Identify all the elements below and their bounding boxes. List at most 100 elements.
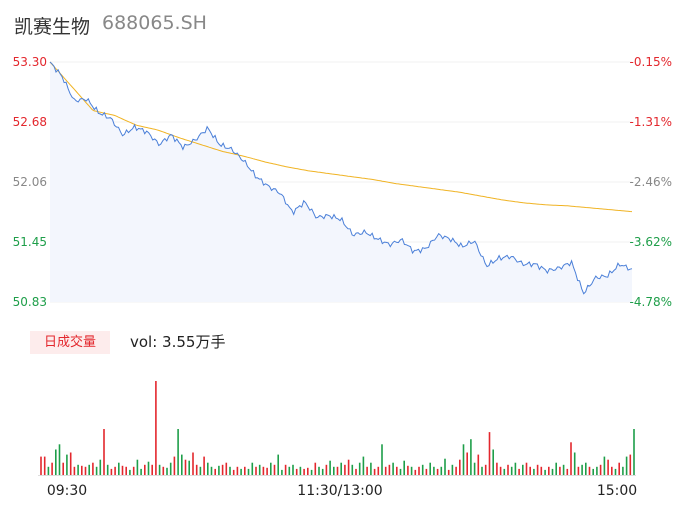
volume-bar	[603, 456, 606, 475]
volume-total: vol: 3.55万手	[130, 333, 226, 351]
volume-bar	[329, 460, 331, 475]
volume-bar	[81, 465, 83, 475]
volume-bar	[244, 466, 246, 475]
volume-bar	[370, 462, 372, 475]
percent-tick-label: -3.62%	[630, 235, 672, 249]
volume-bar	[407, 465, 409, 475]
volume-bar	[362, 456, 365, 475]
volume-bar	[58, 444, 61, 475]
volume-bar	[314, 462, 317, 475]
volume-bar	[536, 464, 539, 475]
volume-bar	[388, 464, 391, 475]
volume-bar	[507, 464, 509, 475]
volume-bar	[481, 466, 483, 475]
percent-axis-ticks: -0.15% -1.31% -2.46% -3.62% -4.78%	[630, 55, 672, 309]
volume-bar	[570, 442, 572, 475]
volume-bar	[599, 464, 602, 475]
volume-bar	[147, 461, 150, 475]
stock-code: 688065.SH	[102, 12, 207, 34]
volume-bar	[421, 464, 424, 475]
volume-bar	[210, 466, 213, 475]
volume-bar	[225, 462, 228, 475]
volume-bar	[47, 466, 50, 475]
volume-bar	[207, 462, 209, 475]
volume-bar	[277, 454, 279, 475]
volume-bar	[266, 467, 268, 475]
volume-bar	[99, 459, 102, 475]
volume-bar	[414, 469, 417, 475]
volume-bar	[66, 454, 68, 475]
volume-bar	[166, 467, 168, 475]
volume-bar	[292, 464, 294, 475]
volume-bar	[522, 464, 524, 475]
volume-bar	[396, 466, 398, 475]
volume-bar	[373, 468, 376, 475]
volume-bar	[451, 464, 454, 475]
volume-bar	[144, 464, 146, 475]
volume-bar	[106, 464, 109, 475]
volume-bar	[592, 468, 594, 475]
volume-bar	[155, 381, 157, 475]
volume-bar	[136, 459, 139, 475]
volume-bar	[510, 466, 513, 475]
volume-bar	[418, 466, 420, 475]
volume-bar	[169, 462, 172, 475]
price-tick-label: 51.45	[13, 235, 47, 249]
volume-bar	[366, 466, 368, 475]
volume-bar	[203, 456, 205, 475]
volume-bar	[214, 468, 216, 475]
volume-bar	[466, 452, 468, 475]
volume-bar	[321, 468, 324, 475]
average-price-line	[49, 61, 633, 213]
volume-bar	[577, 466, 580, 475]
volume-bar	[121, 465, 124, 475]
volume-bar	[162, 466, 165, 475]
volume-bar	[447, 469, 450, 475]
volume-bar	[84, 466, 87, 475]
volume-bar	[251, 462, 254, 475]
price-area-fill	[50, 62, 632, 302]
volume-bar	[307, 467, 309, 475]
volume-bar	[473, 462, 476, 475]
volume-bar	[218, 465, 220, 475]
volume-bar	[347, 459, 350, 475]
volume-bar	[492, 449, 494, 475]
volume-bar	[199, 466, 202, 475]
volume-bar	[69, 452, 72, 475]
volume-bar	[529, 466, 531, 475]
volume-bar	[77, 464, 79, 475]
volume-bar	[195, 464, 198, 475]
price-line	[49, 61, 633, 295]
volume-bar	[559, 466, 561, 475]
volume-bar	[318, 466, 320, 475]
price-tick-label: 52.06	[13, 175, 47, 189]
volume-bar	[295, 468, 298, 475]
volume-bar	[518, 468, 520, 475]
volume-bar	[151, 464, 153, 475]
time-tick-label: 15:00	[597, 483, 637, 499]
volume-bar	[459, 459, 461, 475]
volume-bar	[611, 466, 613, 475]
volume-bar	[573, 452, 576, 475]
volume-bar	[455, 466, 457, 475]
volume-bar	[43, 456, 46, 475]
volume-bar	[281, 469, 283, 475]
price-axis-ticks: 53.30 52.68 52.06 51.45 50.83	[13, 55, 47, 309]
volume-bar	[384, 466, 387, 475]
volume-bar	[607, 459, 609, 475]
volume-bar	[355, 468, 357, 475]
price-tick-label: 50.83	[13, 295, 47, 309]
volume-bar	[377, 466, 380, 475]
volume-bar	[622, 466, 624, 475]
volume-bar	[258, 464, 261, 475]
volume-bar	[118, 462, 120, 475]
volume-bar	[551, 468, 554, 475]
volume-bar	[73, 466, 76, 475]
volume-bar	[303, 468, 305, 475]
volume-bar	[158, 464, 161, 475]
volume-bar	[232, 469, 235, 475]
volume-bar	[436, 468, 439, 475]
volume-bar	[484, 464, 487, 475]
volume-bar	[288, 466, 291, 475]
volume-bar	[429, 462, 431, 475]
